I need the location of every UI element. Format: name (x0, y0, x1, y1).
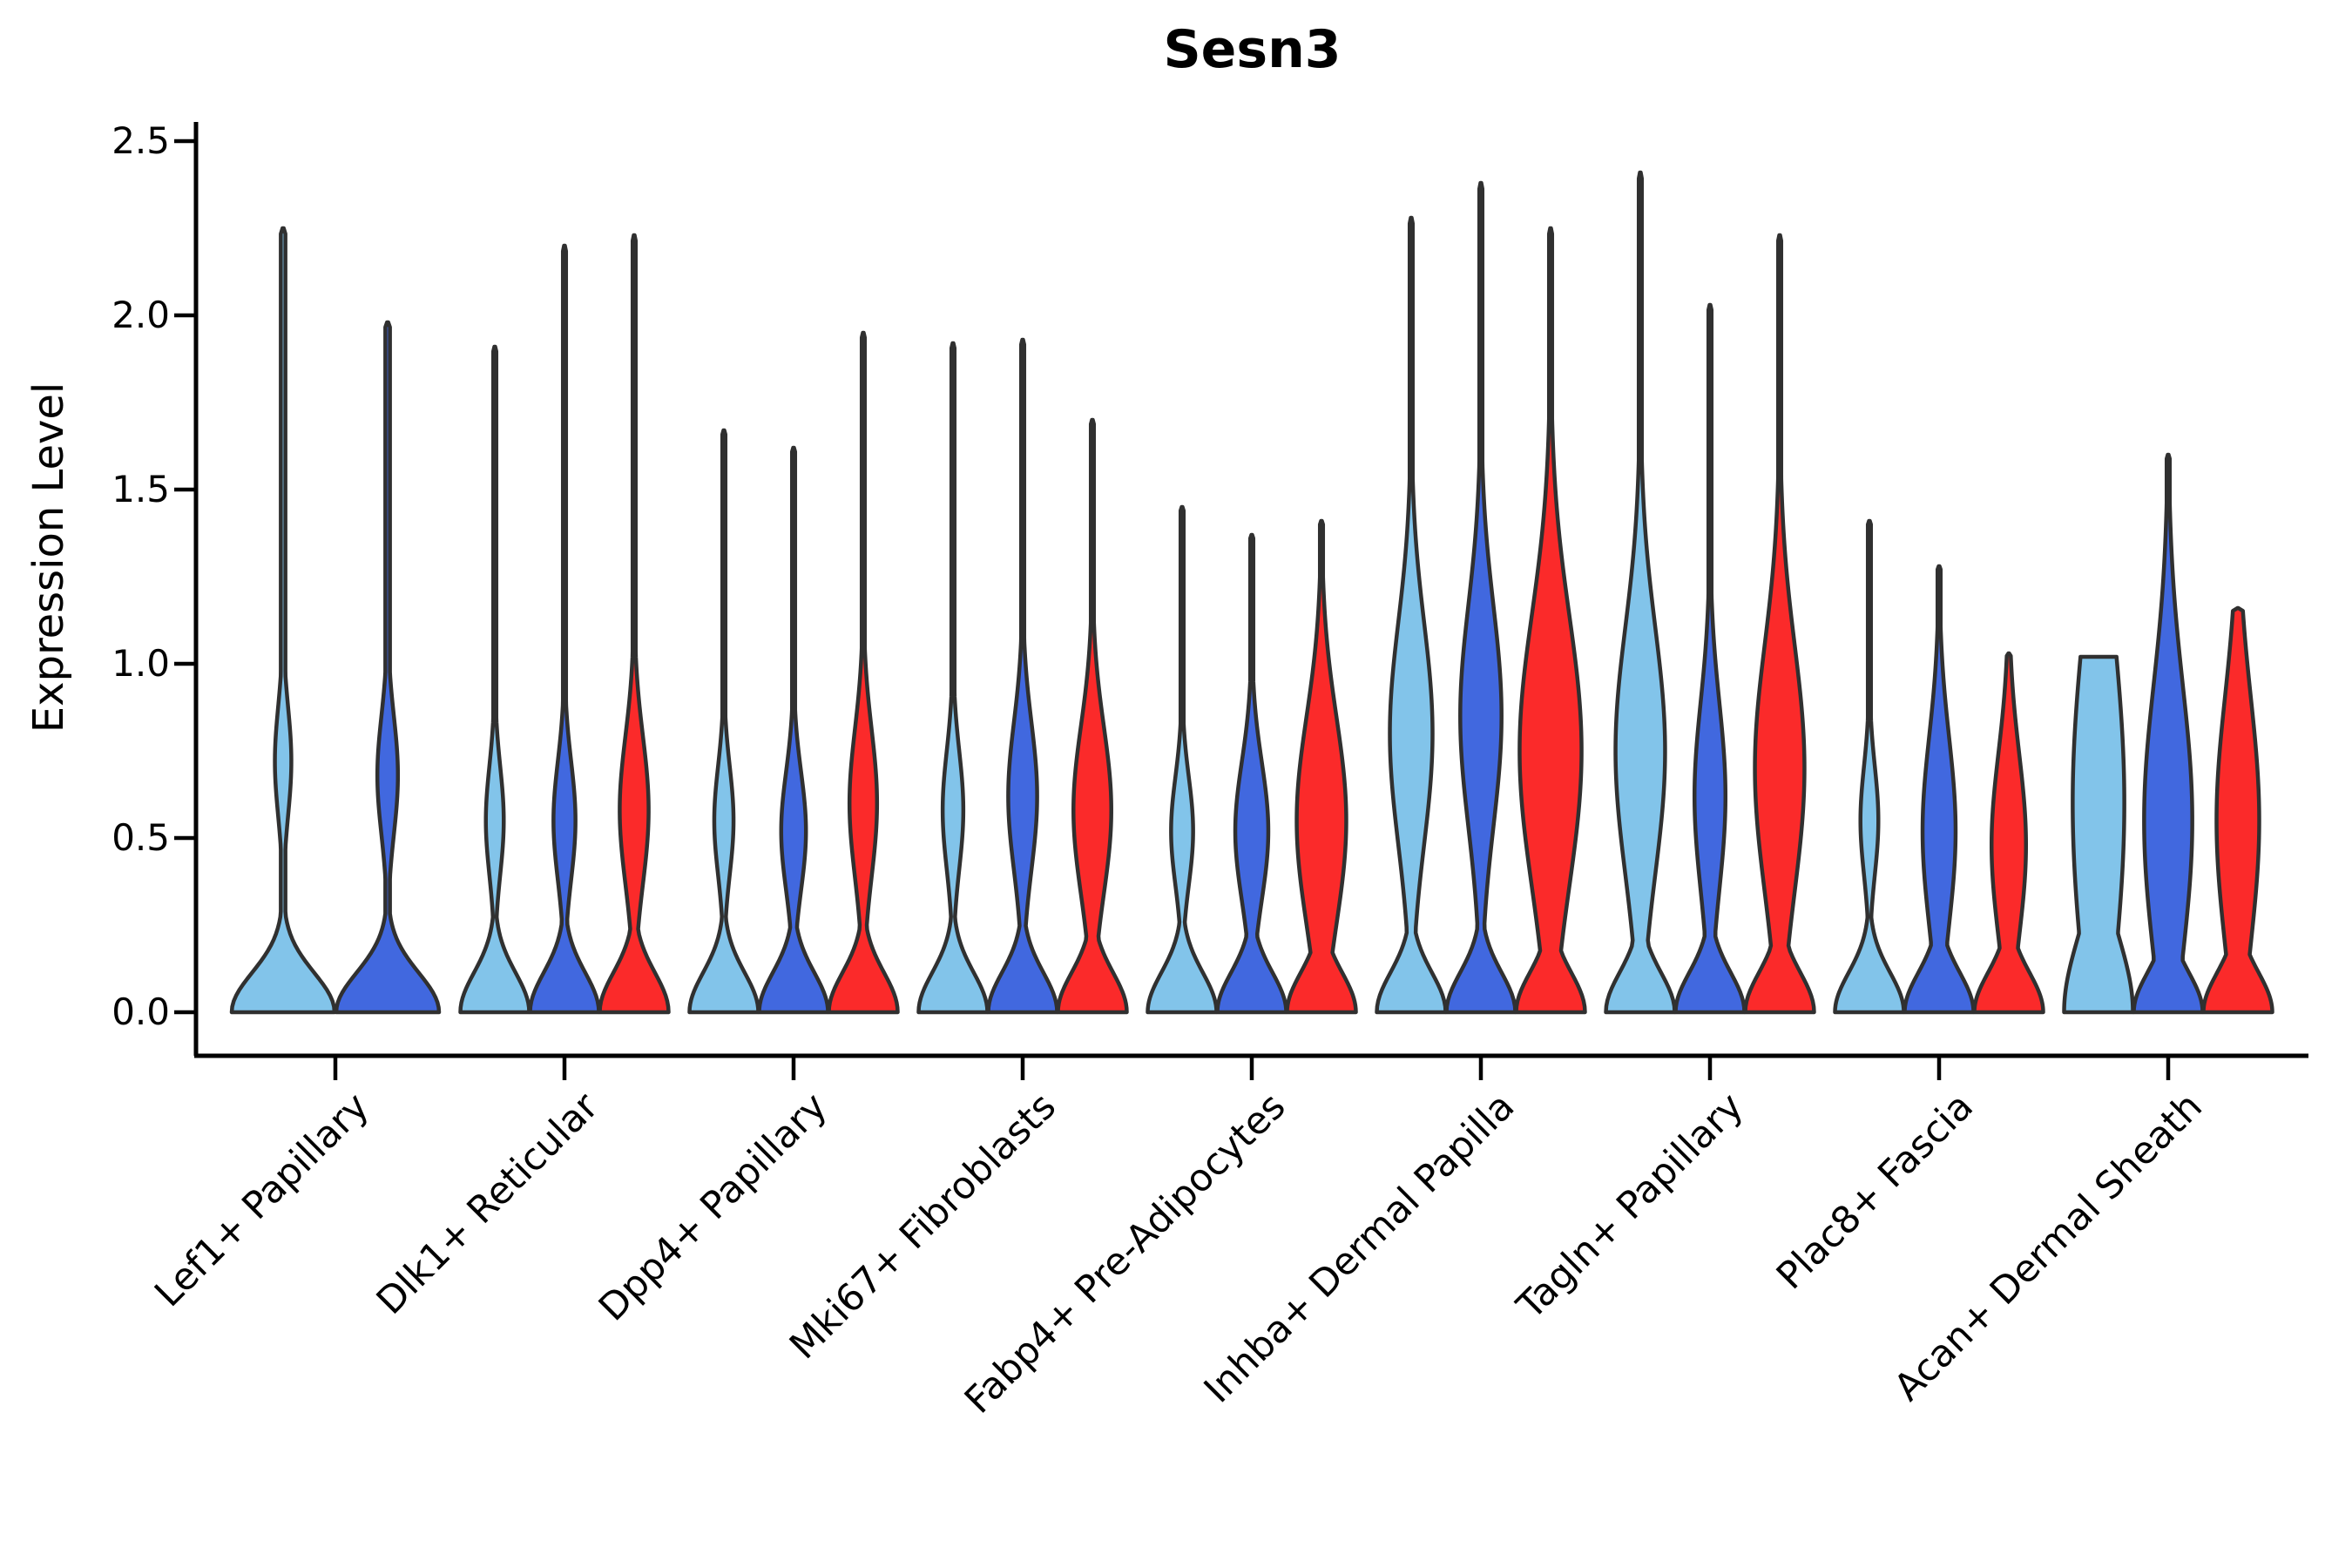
violin-light_blue-3 (916, 341, 990, 1015)
violin-dark_blue-3 (986, 337, 1059, 1015)
violin-dark_blue-5 (1444, 180, 1517, 1015)
y-tick-label: 1.0 (112, 642, 170, 685)
violin-dark_blue-2 (757, 445, 830, 1015)
violin-dark_blue-4 (1215, 532, 1288, 1015)
violin-red-5 (1514, 226, 1587, 1015)
y-tick-label: 1.5 (112, 468, 170, 510)
violin-dark_blue-0 (334, 320, 442, 1015)
violin-light_blue-6 (1604, 170, 1677, 1015)
violin-dark_blue-1 (528, 243, 601, 1015)
violin-light_blue-4 (1146, 504, 1219, 1015)
violin-light_blue-0 (229, 226, 337, 1015)
violin-red-2 (827, 330, 900, 1015)
y-tick-label: 2.0 (112, 294, 170, 336)
violin-light_blue-7 (1833, 518, 1906, 1015)
y-tick-label: 0.5 (112, 816, 170, 859)
violin-dark_blue-8 (2132, 452, 2205, 1015)
violin-red-7 (1972, 651, 2045, 1015)
y-tick-label: 2.5 (112, 119, 170, 162)
violin-red-6 (1743, 233, 1816, 1015)
violin-red-4 (1285, 518, 1358, 1015)
chart-title: Sesn3 (1163, 19, 1342, 80)
violin-red-3 (1056, 417, 1129, 1015)
violin-light_blue-8 (2062, 654, 2135, 1015)
violin-red-1 (598, 233, 671, 1015)
violin-light_blue-2 (687, 428, 760, 1015)
violin-dark_blue-6 (1673, 302, 1747, 1015)
violin-light_blue-5 (1375, 215, 1448, 1015)
violin-light_blue-1 (458, 344, 531, 1015)
violin-red-8 (2201, 605, 2274, 1015)
y-tick-label: 0.0 (112, 990, 170, 1033)
violin-dark_blue-7 (1903, 564, 1976, 1015)
